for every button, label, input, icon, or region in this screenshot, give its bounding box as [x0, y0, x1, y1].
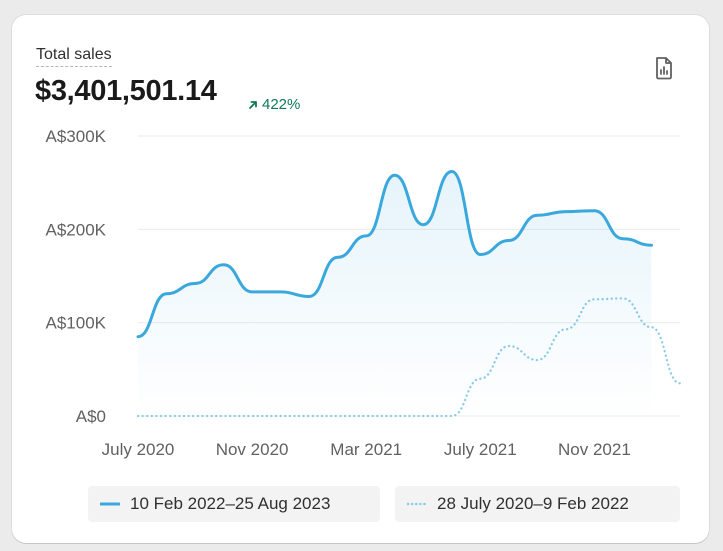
- dotted-line-icon: [407, 502, 427, 506]
- change-badge: 422%: [248, 96, 300, 113]
- legend-item-comparison[interactable]: 28 July 2020–9 Feb 2022: [395, 486, 680, 522]
- y-tick-label: A$300K: [46, 127, 107, 146]
- change-percent: 422%: [262, 96, 301, 113]
- x-tick-label: Mar 2021: [330, 440, 402, 459]
- legend-label-comparison: 28 July 2020–9 Feb 2022: [437, 494, 629, 513]
- card-title[interactable]: Total sales: [36, 45, 112, 67]
- x-tick-label: July 2021: [444, 440, 517, 459]
- y-tick-label: A$100K: [46, 314, 107, 333]
- x-tick-label: July 2020: [102, 440, 175, 459]
- y-tick-label: A$200K: [46, 220, 107, 239]
- x-tick-label: Nov 2020: [216, 440, 289, 459]
- legend-item-current[interactable]: 10 Feb 2022–25 Aug 2023: [88, 486, 380, 522]
- series-area: [138, 171, 652, 416]
- solid-line-icon: [100, 502, 120, 506]
- report-icon[interactable]: [654, 56, 674, 80]
- x-tick-label: Nov 2021: [558, 440, 631, 459]
- y-tick-label: A$0: [76, 407, 106, 426]
- series-line-current: [136, 170, 653, 339]
- legend-label-current: 10 Feb 2022–25 Aug 2023: [130, 494, 331, 513]
- arrow-up-right-icon: [249, 100, 257, 109]
- total-sales-value: $3,401,501.14: [35, 75, 217, 107]
